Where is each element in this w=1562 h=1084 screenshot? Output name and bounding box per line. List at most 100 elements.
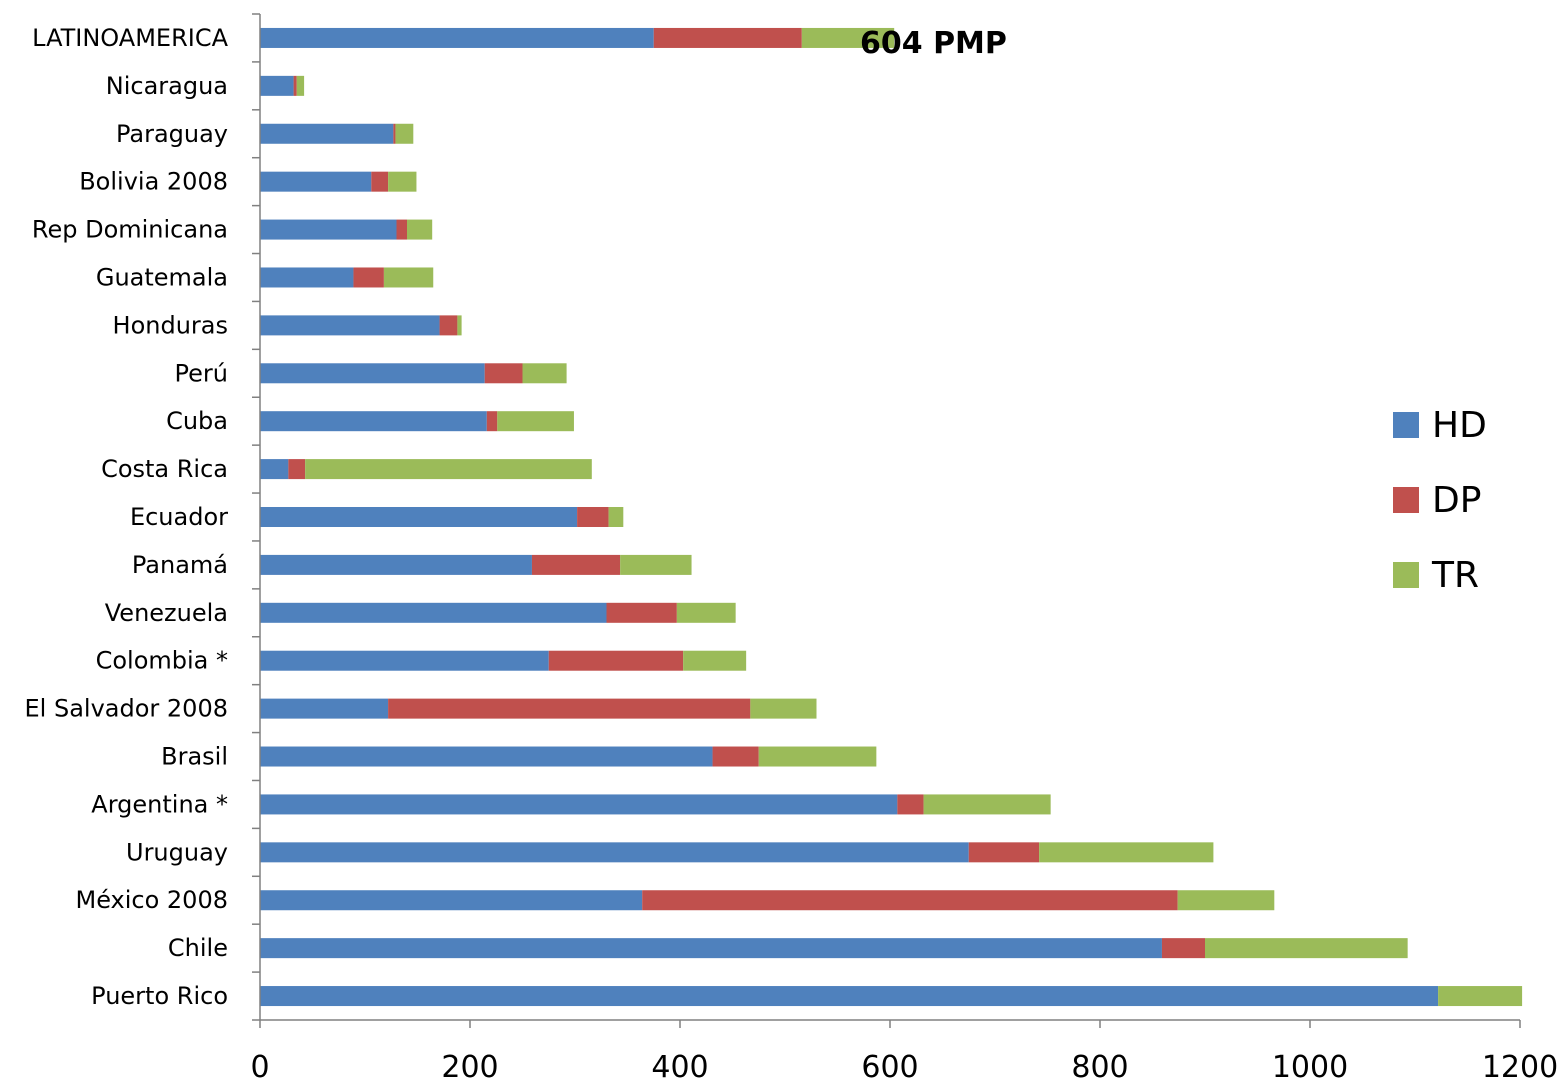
legend-swatch-tr — [1393, 562, 1419, 588]
category-label-7: Perú — [175, 359, 228, 387]
bar-hd-13 — [260, 650, 549, 671]
bar-tr-7 — [522, 363, 567, 384]
legend-label-dp: DP — [1432, 480, 1481, 521]
bar-hd-11 — [260, 554, 532, 575]
bar-tr-15 — [758, 746, 877, 767]
bar-hd-6 — [260, 315, 440, 336]
category-label-19: Chile — [168, 934, 228, 962]
bar-hd-14 — [260, 698, 389, 719]
bar-dp-16 — [897, 794, 924, 815]
bar-tr-20 — [1438, 986, 1523, 1007]
category-label-0: LATINOAMERICA — [32, 24, 228, 52]
bar-tr-11 — [620, 554, 692, 575]
category-label-6: Honduras — [113, 311, 228, 339]
bar-tr-12 — [676, 602, 736, 623]
bar-hd-20 — [260, 986, 1439, 1007]
bar-dp-1 — [293, 75, 297, 96]
annotation-label: 604 PMP — [860, 26, 1007, 61]
category-label-1: Nicaragua — [106, 72, 228, 100]
x-tick-label-0: 0 — [250, 1050, 269, 1084]
x-tick-label-800: 800 — [1071, 1050, 1128, 1084]
category-label-9: Costa Rica — [101, 455, 228, 483]
category-label-8: Cuba — [166, 407, 228, 435]
bar-dp-14 — [388, 698, 751, 719]
legend-swatch-dp — [1393, 487, 1419, 513]
bar-tr-4 — [407, 219, 433, 240]
bar-hd-18 — [260, 890, 643, 911]
category-label-16: Argentina * — [91, 790, 228, 818]
bar-hd-3 — [260, 171, 372, 192]
labels-layer: LATINOAMERICA Nicaragua Paraguay Bolivia 20… — [25, 24, 1559, 1084]
bar-tr-1 — [296, 75, 305, 96]
bar-dp-6 — [439, 315, 458, 336]
category-label-10: Ecuador — [130, 503, 228, 531]
bar-tr-5 — [383, 267, 434, 288]
bar-tr-8 — [497, 411, 574, 432]
category-label-11: Panamá — [132, 551, 228, 579]
bar-dp-5 — [353, 267, 384, 288]
x-tick-label-1200: 1200 — [1482, 1050, 1558, 1084]
bar-tr-0 — [801, 27, 895, 48]
bar-tr-6 — [457, 315, 462, 336]
bar-tr-3 — [388, 171, 417, 192]
bar-tr-19 — [1205, 938, 1408, 959]
bar-hd-19 — [260, 938, 1162, 959]
x-tick-label-600: 600 — [861, 1050, 918, 1084]
legend-label-tr: TR — [1431, 555, 1479, 596]
bar-hd-9 — [260, 459, 289, 480]
x-tick-label-1000: 1000 — [1272, 1050, 1348, 1084]
bar-dp-19 — [1161, 938, 1205, 959]
bar-dp-4 — [396, 219, 407, 240]
category-label-20: Puerto Rico — [91, 982, 228, 1010]
bar-tr-16 — [923, 794, 1051, 815]
category-label-2: Paraguay — [116, 120, 228, 148]
bar-tr-9 — [305, 459, 592, 480]
bar-dp-9 — [288, 459, 306, 480]
bar-hd-10 — [260, 507, 578, 527]
bar-dp-3 — [371, 171, 389, 192]
bar-dp-8 — [486, 411, 498, 432]
bar-hd-12 — [260, 602, 607, 623]
bar-dp-7 — [484, 363, 523, 384]
bar-tr-10 — [608, 507, 624, 527]
category-label-17: Uruguay — [126, 838, 228, 866]
bar-hd-16 — [260, 794, 898, 815]
bar-dp-15 — [712, 746, 759, 767]
bar-dp-17 — [968, 842, 1040, 863]
bar-hd-7 — [260, 363, 485, 384]
bar-dp-13 — [548, 650, 684, 671]
category-label-13: Colombia * — [96, 647, 228, 675]
legend: HD DP TR — [1393, 405, 1487, 596]
legend-label-hd: HD — [1432, 405, 1487, 446]
legend-swatch-hd — [1393, 412, 1419, 438]
category-label-12: Venezuela — [105, 599, 228, 627]
bar-tr-18 — [1177, 890, 1275, 911]
bar-hd-2 — [260, 123, 394, 144]
bar-hd-5 — [260, 267, 354, 288]
bar-tr-17 — [1039, 842, 1214, 863]
category-label-15: Brasil — [161, 743, 228, 771]
category-label-4: Rep Dominicana — [32, 216, 228, 244]
x-tick-label-400: 400 — [651, 1050, 708, 1084]
bar-hd-0 — [260, 27, 654, 48]
bar-tr-2 — [395, 123, 414, 144]
bar-dp-10 — [577, 507, 609, 527]
bar-dp-18 — [642, 890, 1178, 911]
bar-tr-14 — [750, 698, 817, 719]
category-label-3: Bolivia 2008 — [79, 168, 228, 196]
bar-hd-1 — [260, 75, 294, 96]
category-label-18: México 2008 — [75, 886, 228, 914]
bar-dp-2 — [393, 123, 396, 144]
bar-tr-13 — [683, 650, 747, 671]
bars-layer — [260, 27, 1523, 1007]
bar-dp-11 — [531, 554, 621, 575]
category-label-14: El Salvador 2008 — [25, 695, 228, 723]
axes-layer — [252, 13, 1521, 1028]
category-label-5: Guatemala — [96, 263, 228, 291]
bar-hd-4 — [260, 219, 397, 240]
bar-hd-8 — [260, 411, 487, 432]
bar-dp-12 — [606, 602, 677, 623]
x-tick-label-200: 200 — [441, 1050, 498, 1084]
bar-hd-17 — [260, 842, 969, 863]
